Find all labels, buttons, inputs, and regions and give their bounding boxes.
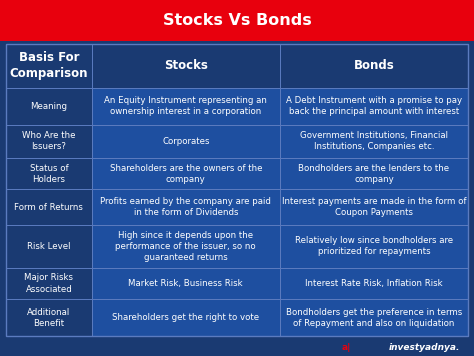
Text: Profits earned by the company are paid
in the form of Dividends: Profits earned by the company are paid i…	[100, 197, 271, 217]
FancyBboxPatch shape	[91, 125, 280, 158]
Text: Interest payments are made in the form of
Coupon Payments: Interest payments are made in the form o…	[282, 197, 466, 217]
Text: A Debt Instrument with a promise to pay
back the principal amount with interest: A Debt Instrument with a promise to pay …	[286, 96, 462, 116]
Text: Basis For
Comparison: Basis For Comparison	[9, 51, 88, 80]
FancyBboxPatch shape	[280, 125, 468, 158]
FancyBboxPatch shape	[6, 268, 91, 299]
Text: a|: a|	[341, 343, 351, 352]
FancyBboxPatch shape	[91, 88, 280, 125]
Text: Shareholders are the owners of the
company: Shareholders are the owners of the compa…	[109, 163, 262, 184]
FancyBboxPatch shape	[280, 299, 468, 336]
FancyBboxPatch shape	[91, 268, 280, 299]
FancyBboxPatch shape	[6, 189, 91, 225]
Text: Bonds: Bonds	[354, 59, 394, 72]
Text: Who Are the
Issuers?: Who Are the Issuers?	[22, 131, 76, 151]
FancyBboxPatch shape	[91, 189, 280, 225]
Text: Market Risk, Business Risk: Market Risk, Business Risk	[128, 279, 243, 288]
Text: An Equity Instrument representing an
ownership interest in a corporation: An Equity Instrument representing an own…	[104, 96, 267, 116]
FancyBboxPatch shape	[91, 299, 280, 336]
FancyBboxPatch shape	[91, 225, 280, 268]
Text: investyadnya.: investyadnya.	[388, 343, 460, 352]
FancyBboxPatch shape	[6, 88, 91, 125]
Text: Bondholders get the preference in terms
of Repayment and also on liquidation: Bondholders get the preference in terms …	[286, 308, 462, 328]
Text: Government Institutions, Financial
Institutions, Companies etc.: Government Institutions, Financial Insti…	[300, 131, 448, 151]
Text: Risk Level: Risk Level	[27, 242, 71, 251]
Text: Meaning: Meaning	[30, 102, 67, 111]
Text: Relatively low since bondholders are
prioritized for repayments: Relatively low since bondholders are pri…	[295, 236, 453, 256]
FancyBboxPatch shape	[6, 44, 91, 88]
FancyBboxPatch shape	[0, 0, 474, 41]
FancyBboxPatch shape	[91, 158, 280, 189]
FancyBboxPatch shape	[280, 268, 468, 299]
FancyBboxPatch shape	[6, 125, 91, 158]
FancyBboxPatch shape	[6, 299, 91, 336]
Text: Interest Rate Risk, Inflation Risk: Interest Rate Risk, Inflation Risk	[305, 279, 443, 288]
Text: Stocks: Stocks	[164, 59, 208, 72]
FancyBboxPatch shape	[280, 88, 468, 125]
Text: Shareholders get the right to vote: Shareholders get the right to vote	[112, 313, 259, 323]
Text: Corporates: Corporates	[162, 137, 210, 146]
Text: Bondholders are the lenders to the
company: Bondholders are the lenders to the compa…	[298, 163, 449, 184]
Text: Form of Returns: Form of Returns	[14, 203, 83, 212]
Text: Status of
Holders: Status of Holders	[29, 163, 68, 184]
Text: Stocks Vs Bonds: Stocks Vs Bonds	[163, 13, 311, 28]
FancyBboxPatch shape	[6, 158, 91, 189]
FancyBboxPatch shape	[280, 158, 468, 189]
Text: Major Risks
Associated: Major Risks Associated	[24, 273, 73, 294]
Text: Additional
Benefit: Additional Benefit	[27, 308, 71, 328]
FancyBboxPatch shape	[280, 44, 468, 88]
FancyBboxPatch shape	[6, 225, 91, 268]
FancyBboxPatch shape	[280, 225, 468, 268]
Text: High since it depends upon the
performance of the issuer, so no
guaranteed retur: High since it depends upon the performan…	[116, 231, 256, 262]
FancyBboxPatch shape	[91, 44, 280, 88]
FancyBboxPatch shape	[280, 189, 468, 225]
